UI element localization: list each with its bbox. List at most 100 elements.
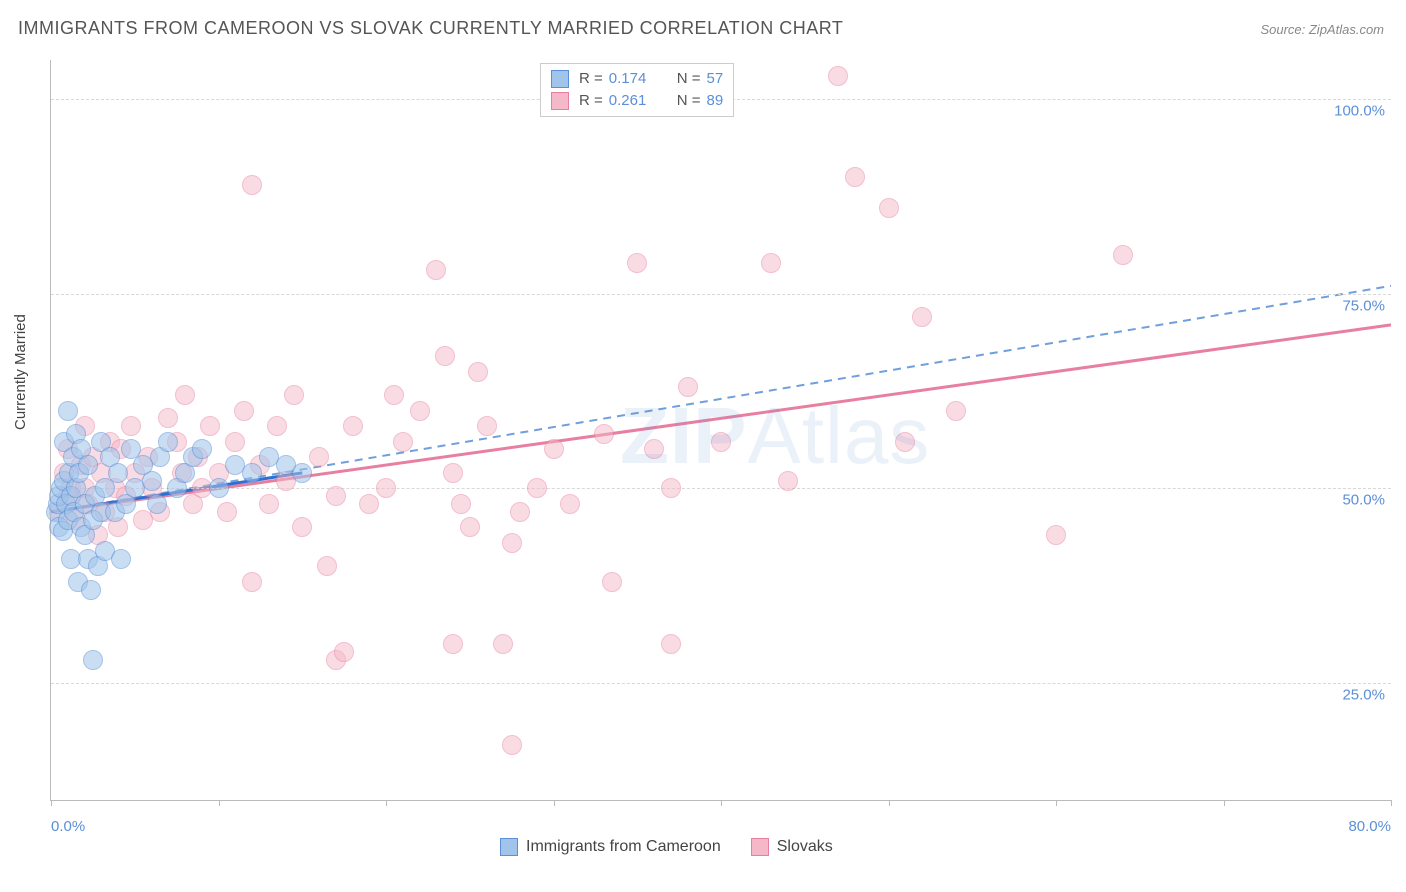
marker-cameroon [58,401,78,421]
marker-slovaks [200,416,220,436]
chart-title: IMMIGRANTS FROM CAMEROON VS SLOVAK CURRE… [18,18,843,39]
gridline [51,488,1391,489]
marker-slovaks [493,634,513,654]
n-label: N = [677,90,701,112]
marker-slovaks [234,401,254,421]
ytick-label: 25.0% [1342,687,1393,704]
marker-slovaks [627,253,647,273]
marker-slovaks [284,385,304,405]
ytick-label: 75.0% [1342,297,1393,314]
marker-slovaks [393,432,413,452]
xtick [1056,800,1057,806]
marker-slovaks [242,175,262,195]
y-axis-label: Currently Married [12,314,29,430]
series-legend: Immigrants from Cameroon Slovaks [500,838,833,856]
marker-slovaks [502,735,522,755]
marker-slovaks [384,385,404,405]
regression-lines-layer [51,60,1391,800]
marker-slovaks [292,517,312,537]
marker-slovaks [242,572,262,592]
xtick [386,800,387,806]
marker-slovaks [334,642,354,662]
ytick-label: 100.0% [1334,102,1393,119]
marker-slovaks [845,167,865,187]
marker-cameroon [81,580,101,600]
marker-cameroon [142,471,162,491]
xtick [1391,800,1392,806]
marker-slovaks [661,634,681,654]
correlation-legend: R = 0.174 N = 57 R = 0.261 N = 89 [540,63,734,117]
swatch-cameroon [500,838,518,856]
marker-slovaks [602,572,622,592]
marker-slovaks [1113,245,1133,265]
marker-slovaks [435,346,455,366]
marker-slovaks [443,463,463,483]
regression-line [51,325,1391,512]
marker-slovaks [426,260,446,280]
marker-slovaks [895,432,915,452]
xtick-label: 80.0% [1348,818,1391,835]
swatch-slovaks [751,838,769,856]
marker-cameroon [78,455,98,475]
marker-slovaks [711,432,731,452]
marker-slovaks [761,253,781,273]
marker-slovaks [879,198,899,218]
r-value-cameroon: 0.174 [609,68,661,90]
marker-cameroon [111,549,131,569]
marker-slovaks [451,494,471,514]
gridline [51,294,1391,295]
swatch-cameroon [551,70,569,88]
n-value-cameroon: 57 [707,68,724,90]
marker-slovaks [259,494,279,514]
marker-slovaks [317,556,337,576]
marker-slovaks [410,401,430,421]
marker-slovaks [343,416,363,436]
marker-cameroon [147,494,167,514]
marker-slovaks [121,416,141,436]
marker-slovaks [359,494,379,514]
marker-slovaks [594,424,614,444]
source-label: Source: ZipAtlas.com [1260,22,1384,37]
marker-slovaks [326,486,346,506]
marker-slovaks [217,502,237,522]
marker-slovaks [510,502,530,522]
ytick-label: 50.0% [1342,492,1393,509]
marker-slovaks [158,408,178,428]
marker-slovaks [443,634,463,654]
marker-slovaks [468,362,488,382]
legend-row-cameroon: R = 0.174 N = 57 [551,68,723,90]
xtick [51,800,52,806]
marker-slovaks [460,517,480,537]
r-label: R = [579,90,603,112]
scatter-plot-area: 25.0%50.0%75.0%100.0%0.0%80.0% [50,60,1391,801]
marker-slovaks [778,471,798,491]
marker-slovaks [912,307,932,327]
marker-slovaks [175,385,195,405]
swatch-slovaks [551,92,569,110]
marker-cameroon [242,463,262,483]
xtick [219,800,220,806]
marker-cameroon [192,439,212,459]
marker-cameroon [209,478,229,498]
xtick [1224,800,1225,806]
marker-slovaks [225,432,245,452]
marker-slovaks [678,377,698,397]
gridline [51,683,1391,684]
marker-slovaks [267,416,287,436]
marker-slovaks [477,416,497,436]
marker-slovaks [946,401,966,421]
xtick [554,800,555,806]
n-label: N = [677,68,701,90]
marker-slovaks [828,66,848,86]
legend-row-slovaks: R = 0.261 N = 89 [551,90,723,112]
marker-slovaks [376,478,396,498]
xtick [721,800,722,806]
marker-slovaks [544,439,564,459]
marker-cameroon [158,432,178,452]
r-label: R = [579,68,603,90]
xtick [889,800,890,806]
marker-slovaks [527,478,547,498]
marker-cameroon [292,463,312,483]
marker-slovaks [1046,525,1066,545]
marker-cameroon [83,650,103,670]
